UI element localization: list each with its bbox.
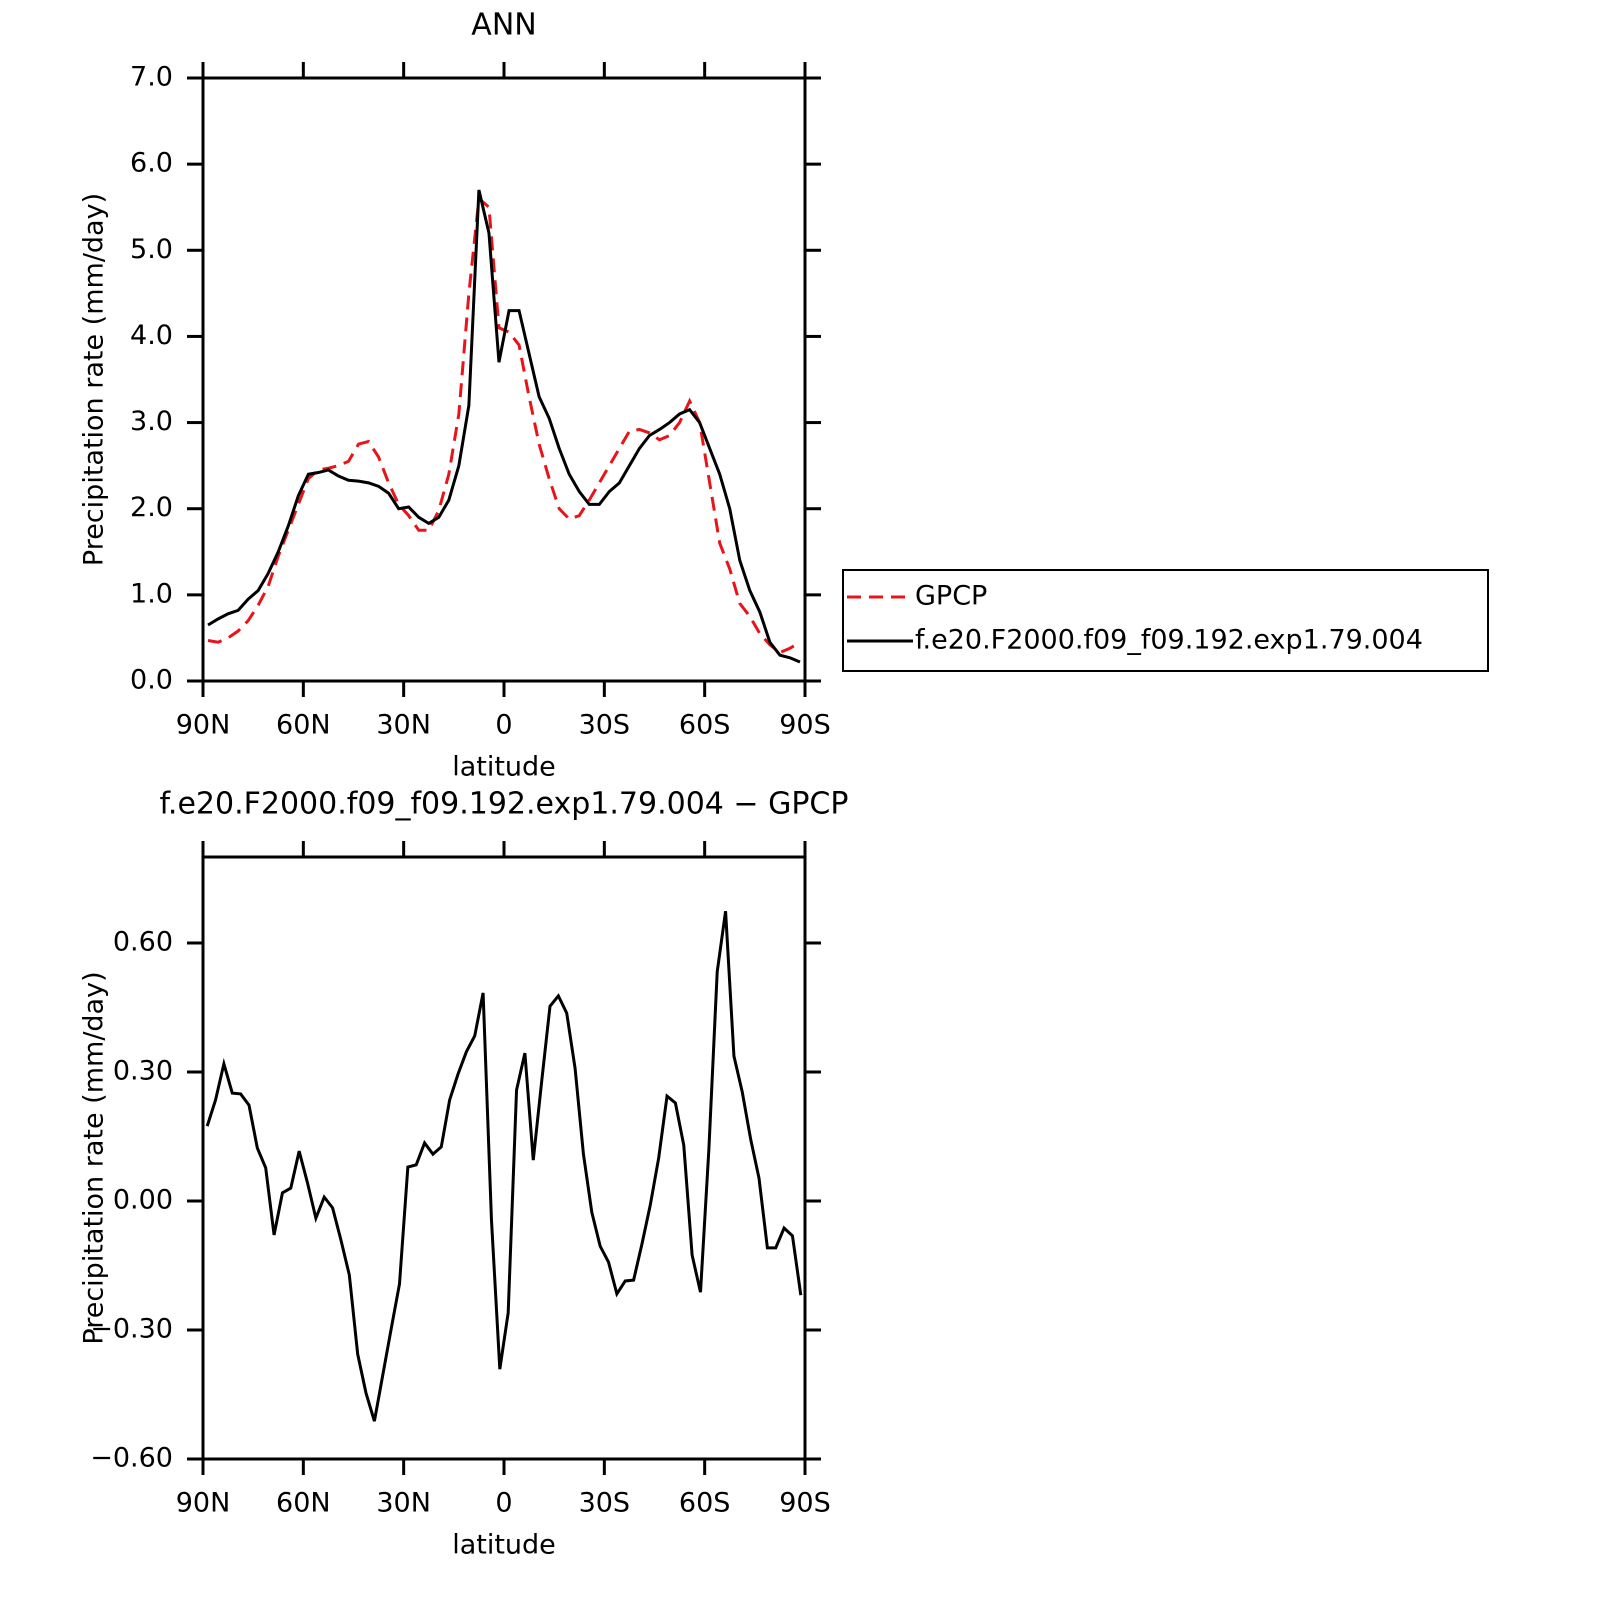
x-axis-label: latitude [452,1530,556,1561]
x-tick-label: 60S [679,710,731,741]
y-tick-label: 0.60 [113,927,173,958]
x-tick-label: 0 [495,1488,512,1519]
y-axis-label: Precipitation rate (mm/day) [79,193,110,566]
y-tick-label: 6.0 [130,148,173,179]
y-tick-label: −0.60 [90,1443,173,1474]
plot-frame [201,76,807,683]
x-tick-label: 30N [376,710,431,741]
data-line [205,910,803,1422]
x-tick-label: 90N [176,710,231,741]
x-tick-label: 30S [579,710,631,741]
legend-label: GPCP [915,581,987,612]
y-tick-label: 4.0 [130,320,173,351]
data-line [207,189,801,664]
y-tick-label: 5.0 [130,234,173,265]
y-tick-label: 0.0 [130,665,173,696]
x-tick-label: 60N [276,710,331,741]
legend-label: f.e20.F2000.f09_f09.192.exp1.79.004 [915,625,1423,656]
chart-title: f.e20.F2000.f09_f09.192.exp1.79.004 − GP… [160,787,849,822]
x-tick-label: 90S [779,1488,831,1519]
x-tick-label: 60N [276,1488,331,1519]
y-tick-label: 2.0 [130,492,173,523]
legend-box [842,569,1489,672]
plot-frame [201,855,807,1461]
y-tick-label: 0.30 [113,1056,173,1087]
y-tick-label: 1.0 [130,578,173,609]
y-tick-label: −0.30 [90,1314,173,1345]
x-tick-label: 30N [376,1488,431,1519]
x-tick-label: 90S [779,710,831,741]
chart-title: ANN [471,8,536,43]
x-tick-label: 90N [176,1488,231,1519]
x-axis-label: latitude [452,752,556,783]
x-tick-label: 60S [679,1488,731,1519]
y-tick-label: 7.0 [130,62,173,93]
x-tick-label: 30S [579,1488,631,1519]
y-axis-label: Precipitation rate (mm/day) [79,971,110,1344]
y-tick-label: 0.00 [113,1185,173,1216]
y-tick-label: 3.0 [130,406,173,437]
x-tick-label: 0 [495,710,512,741]
